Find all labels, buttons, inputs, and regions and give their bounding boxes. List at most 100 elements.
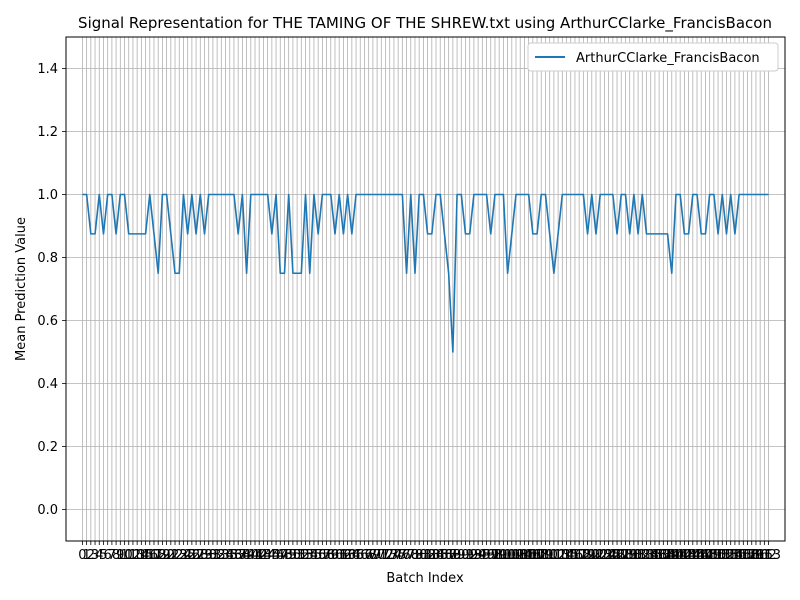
x-tick-label: 102 [499, 548, 524, 563]
x-tick-label: 60 [327, 548, 344, 563]
x-tick-label: 119 [571, 548, 596, 563]
chart-title: Signal Representation for THE TAMING OF … [78, 14, 772, 33]
x-tick-label: 2 [87, 548, 95, 563]
plot-frame [65, 36, 786, 542]
x-tick-label: 151 [706, 548, 731, 563]
x-tick-label: 12 [125, 548, 142, 563]
y-tick-label: 1.0 [37, 188, 58, 203]
x-tick-label: 149 [697, 548, 722, 563]
x-tick-label: 29 [196, 548, 213, 563]
x-tick-label: 126 [600, 548, 625, 563]
x-tick-label: 155 [722, 548, 747, 563]
x-tick-label: 82 [419, 548, 436, 563]
x-tick-label: 135 [638, 548, 663, 563]
x-tick-label: 40 [243, 548, 260, 563]
x-tick-label: 83 [424, 548, 441, 563]
x-tick-label: 131 [621, 548, 646, 563]
x-tick-label: 141 [664, 548, 689, 563]
x-tick-label: 157 [731, 548, 756, 563]
x-tick-label: 7 [108, 548, 116, 563]
x-tick-label: 28 [192, 548, 209, 563]
x-axis-label: Batch Index [386, 571, 464, 586]
x-tick-label: 117 [563, 548, 588, 563]
x-tick-label: 69 [365, 548, 382, 563]
x-tick-label: 5 [99, 548, 107, 563]
x-tick-label: 158 [735, 548, 760, 563]
x-tick-label: 160 [744, 548, 769, 563]
x-tick-label: 14 [133, 548, 150, 563]
series-layer [82, 193, 769, 353]
x-tick-label: 137 [647, 548, 672, 563]
x-tick-label: 3 [91, 548, 99, 563]
x-tick-label: 35 [221, 548, 238, 563]
x-tick-label: 116 [558, 548, 583, 563]
x-tick-label: 74 [386, 548, 403, 563]
x-tick-label: 41 [247, 548, 264, 563]
x-tick-label: 87 [440, 548, 457, 563]
x-tick-label: 43 [255, 548, 272, 563]
x-tick-label: 25 [179, 548, 196, 563]
x-tick-label: 45 [264, 548, 281, 563]
x-tick-label: 37 [230, 548, 247, 563]
x-tick-label: 76 [394, 548, 411, 563]
x-tick-label: 92 [461, 548, 478, 563]
x-tick-label: 96 [478, 548, 495, 563]
x-tick-label: 144 [676, 548, 701, 563]
x-tick-label: 132 [626, 548, 651, 563]
x-tick-label: 57 [314, 548, 331, 563]
x-tick-label: 125 [596, 548, 621, 563]
x-tick-label: 122 [584, 548, 609, 563]
x-tick-label: 31 [205, 548, 222, 563]
x-tick-label: 81 [415, 548, 432, 563]
x-tick-label: 23 [171, 548, 188, 563]
x-tick-label: 106 [516, 548, 541, 563]
x-tick-label: 36 [226, 548, 243, 563]
x-tick-label: 27 [188, 548, 205, 563]
x-tick-label: 9 [116, 548, 124, 563]
x-tick-label: 124 [592, 548, 617, 563]
y-tick-label: 0.0 [37, 503, 58, 518]
x-tick-label: 109 [529, 548, 554, 563]
x-tick-label: 123 [588, 548, 613, 563]
x-axis-ticks: 0123456789101112131415161718192021222324… [78, 541, 781, 563]
x-tick-label: 72 [377, 548, 394, 563]
x-tick-label: 59 [323, 548, 340, 563]
x-tick-label: 99 [491, 548, 508, 563]
x-tick-label: 53 [297, 548, 314, 563]
x-tick-label: 142 [668, 548, 693, 563]
y-axis-ticks: 0.0 0.2 0.4 0.6 0.8 1.0 1.2 1.4 [37, 62, 66, 518]
x-tick-label: 101 [495, 548, 520, 563]
x-tick-label: 54 [301, 548, 318, 563]
x-tick-label: 89 [449, 548, 466, 563]
x-tick-label: 11 [120, 548, 137, 563]
x-tick-label: 30 [200, 548, 217, 563]
x-tick-label: 47 [272, 548, 289, 563]
x-tick-label: 38 [234, 548, 251, 563]
y-tick-label: 1.2 [37, 125, 58, 140]
x-tick-label: 111 [537, 548, 562, 563]
x-tick-label: 112 [541, 548, 566, 563]
x-tick-label: 129 [613, 548, 638, 563]
x-tick-label: 115 [554, 548, 579, 563]
x-tick-label: 46 [268, 548, 285, 563]
y-tick-label: 0.4 [37, 377, 58, 392]
x-tick-label: 162 [752, 548, 777, 563]
x-tick-label: 58 [318, 548, 335, 563]
legend-box [527, 42, 779, 72]
x-tick-label: 90 [453, 548, 470, 563]
x-tick-label: 20 [158, 548, 175, 563]
x-tick-label: 128 [609, 548, 634, 563]
x-tick-label: 52 [293, 548, 310, 563]
x-tick-label: 22 [167, 548, 184, 563]
x-tick-label: 152 [710, 548, 735, 563]
x-tick-label: 65 [348, 548, 365, 563]
x-tick-label: 114 [550, 548, 575, 563]
x-tick-label: 80 [411, 548, 428, 563]
x-tick-label: 0 [78, 548, 86, 563]
x-tick-label: 8 [112, 548, 120, 563]
x-tick-label: 95 [474, 548, 491, 563]
x-tick-label: 55 [306, 548, 323, 563]
x-tick-label: 15 [137, 548, 154, 563]
x-tick-label: 66 [352, 548, 369, 563]
